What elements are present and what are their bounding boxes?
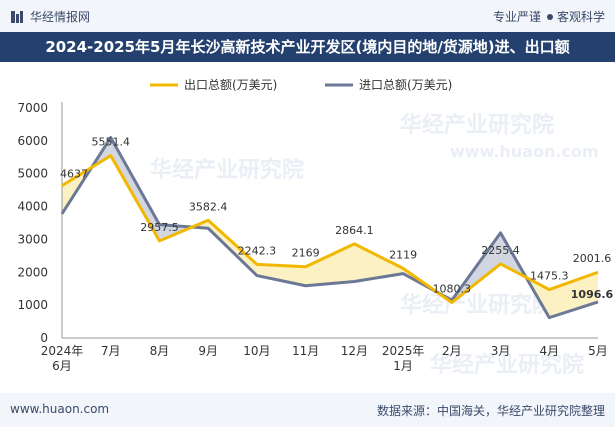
- footer-source: 数据来源：中国海关，华经产业研究院整理: [376, 404, 605, 418]
- x-tick-label-line: 5月: [588, 344, 608, 358]
- data-label-export: 2864.1: [335, 224, 374, 237]
- x-tick-label: 4月: [539, 344, 559, 358]
- brand-logo-icon: [11, 10, 23, 23]
- area-fill-segment: [549, 272, 598, 318]
- x-tick-label: 2月: [442, 344, 462, 358]
- brand[interactable]: 华经情报网: [10, 8, 90, 25]
- legend: 出口总额(万美元) 进口总额(万美元): [150, 78, 452, 92]
- x-tick-label-line: 3月: [491, 344, 511, 358]
- area-fill-segment: [256, 264, 306, 286]
- watermark-text: 华经产业研究院: [150, 157, 304, 183]
- data-label-export: 1475.3: [530, 270, 569, 283]
- x-tick-label: 11月: [292, 344, 319, 358]
- data-label-export: 3582.4: [189, 200, 228, 213]
- x-tick-label-line: 4月: [539, 344, 559, 358]
- x-tick-label: 8月: [150, 344, 170, 358]
- y-tick-label: 1000: [17, 298, 48, 312]
- legend-label-1: 进口总额(万美元): [359, 78, 452, 92]
- series-lines: [60, 136, 599, 320]
- watermark-text: 华经产业研究院: [400, 112, 554, 138]
- chart: 华经产业研究院 华经产业研究院 华经产业研究院 华经产业研究院 www.huao…: [17, 78, 614, 378]
- y-tick-label: 3000: [17, 232, 48, 246]
- brand-name: 华经情报网: [30, 10, 91, 24]
- watermark-url: www.huaon.com: [450, 142, 599, 161]
- x-tick-label-line: 7月: [101, 344, 121, 358]
- y-tick-label: 0: [40, 331, 48, 345]
- data-label-export: 2001.6: [573, 252, 612, 265]
- title-bar: 2024-2025年5月年长沙高新技术产业开发区(境内目的地/货源地)进、出口额: [0, 32, 615, 62]
- y-tick-label: 5000: [17, 167, 48, 181]
- tagline: 专业严谨 客观科学: [493, 8, 605, 25]
- x-tick-label-line: 12月: [341, 344, 368, 358]
- data-label-export: 1080.3: [433, 283, 472, 296]
- x-tick-label: 2025年 1月: [382, 344, 425, 373]
- top-bar: 华经情报网 专业严谨 客观科学: [0, 0, 615, 32]
- data-label-export: 2255.4: [481, 244, 520, 257]
- x-axis: 2024年 6月 7月 8月 9月 10月 11月 12月 2025年 1月 2月 3月 4月 5月: [41, 337, 608, 373]
- watermark-layer: 华经产业研究院 华经产业研究院 华经产业研究院 华经产业研究院 www.huao…: [150, 112, 599, 378]
- watermark-text: 华经产业研究院: [400, 292, 554, 318]
- legend-label-0: 出口总额(万美元): [184, 78, 277, 92]
- chart-title: 2024-2025年5月年长沙高新技术产业开发区(境内目的地/货源地)进、出口额: [45, 38, 570, 56]
- x-tick-label: 2024年 6月: [41, 344, 84, 373]
- x-tick-label: 7月: [101, 344, 121, 358]
- x-tick-label-line: 11月: [292, 344, 319, 358]
- y-tick-label: 2000: [17, 265, 48, 279]
- separator-dot-icon: [546, 14, 553, 20]
- area-fill-segment: [110, 137, 160, 241]
- x-tick-label-line: 2024年: [41, 344, 84, 358]
- data-label-export: 2957.5: [140, 221, 179, 234]
- x-tick-label: 12月: [341, 344, 368, 358]
- x-tick-label: 5月: [588, 344, 608, 358]
- data-label-export: 2242.3: [238, 244, 277, 257]
- x-tick-label-line: 10月: [243, 344, 270, 358]
- x-tick-label-line: 2月: [442, 344, 462, 358]
- footer-url[interactable]: www.huaon.com: [10, 402, 110, 416]
- tagline-right: 客观科学: [556, 10, 605, 24]
- data-label-import: 1096.6: [571, 288, 614, 301]
- series-line-export: [61, 154, 599, 305]
- tagline-left: 专业严谨: [492, 10, 541, 24]
- area-fill-segment: [305, 243, 355, 286]
- y-tick-label: 6000: [17, 134, 48, 148]
- x-tick-label-line: 6月: [52, 359, 72, 373]
- x-tick-label-line: 1月: [393, 359, 413, 373]
- data-label-export: 2169: [292, 247, 320, 260]
- x-tick-label: 10月: [243, 344, 270, 358]
- y-axis: 0 1000 2000 3000 4000 5000 6000 7000: [17, 101, 63, 345]
- x-tick-label: 9月: [198, 344, 218, 358]
- data-label-export: 5551.4: [91, 136, 130, 149]
- data-labels: 4637 5551.4 2957.5 3582.4 2242.3 2169 2864.1 21…: [60, 136, 614, 301]
- y-tick-label: 7000: [17, 101, 48, 115]
- data-label-export: 2119: [389, 248, 417, 261]
- y-tick-label: 4000: [17, 200, 48, 214]
- x-tick-label-line: 2025年: [382, 344, 425, 358]
- series-line-import: [60, 136, 599, 320]
- footer: www.huaon.com 数据来源：中国海关，华经产业研究院整理: [0, 393, 615, 427]
- x-tick-label: 3月: [491, 344, 511, 358]
- x-tick-label-line: 9月: [198, 344, 218, 358]
- data-label-export: 4637: [60, 168, 88, 181]
- watermark-text: 华经产业研究院: [430, 352, 584, 378]
- x-tick-label-line: 8月: [150, 344, 170, 358]
- area-fill-segment: [354, 243, 404, 282]
